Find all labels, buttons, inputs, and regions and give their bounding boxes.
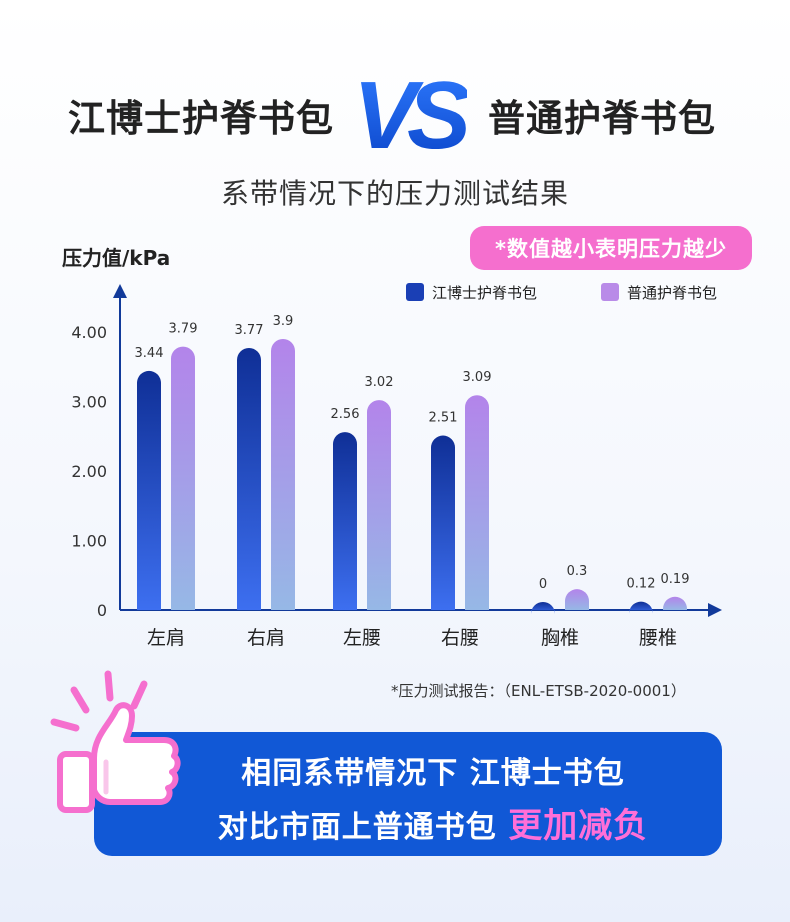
bar-series1 (431, 435, 455, 610)
left-brand-title: 江博士护脊书包 (68, 97, 334, 140)
legend-item-series2: 普通护脊书包 (601, 282, 717, 302)
banner-line2-text: 对比市面上普通书包 (217, 810, 497, 845)
y-axis-label: 压力值/kPa (62, 246, 171, 270)
data-label: 0.19 (661, 572, 690, 587)
data-label: 3.79 (169, 322, 198, 337)
chart-subtitle: 系带情况下的压力测试结果 (220, 177, 569, 210)
y-tick-label: 0 (97, 601, 107, 620)
y-tick-label: 4.00 (71, 323, 107, 342)
x-category-label: 腰椎 (639, 627, 677, 649)
bar-series2 (271, 338, 295, 610)
data-label: 0 (539, 577, 547, 592)
data-label: 3.02 (365, 375, 394, 390)
right-brand-title: 普通护脊书包 (488, 97, 716, 140)
data-label: 3.09 (463, 370, 492, 385)
x-axis-arrow (708, 603, 722, 617)
report-reference: *压力测试报告：（ENL-ETSB-2020-0001） (391, 682, 686, 700)
header: 江博士护脊书包 VS 普通护脊书包 (0, 62, 790, 172)
y-tick-label: 3.00 (71, 393, 107, 412)
bar-series2 (367, 400, 392, 610)
data-label: 2.51 (429, 411, 458, 426)
legend-swatch-series2 (601, 283, 619, 301)
x-category-label: 左肩 (147, 627, 185, 649)
y-tick-label: 2.00 (71, 462, 107, 481)
x-category-label: 右腰 (441, 627, 479, 649)
data-label: 2.56 (331, 407, 360, 422)
data-label: 3.77 (235, 323, 264, 338)
bar-series2 (663, 596, 687, 610)
y-axis-arrow (113, 284, 127, 298)
thumbs-up-icon (50, 670, 181, 813)
bar-series1 (333, 432, 357, 610)
bar-series1 (137, 370, 161, 610)
conclusion-banner: 相同系带情况下 江博士书包 对比市面上普通书包 更加减负 (94, 732, 722, 856)
x-category-label: 右肩 (247, 627, 285, 649)
note-badge: *数值越小表明压力越少 (470, 226, 752, 270)
legend-item-series1: 江博士护脊书包 (406, 282, 537, 302)
y-tick-label: 1.00 (71, 532, 107, 551)
bar-chart: 0 1.00 2.00 3.00 4.00 3.44 3.77 2.56 2.51 0 0.12 3.… (71, 284, 722, 649)
x-category-label: 胸椎 (541, 627, 579, 649)
bar-series1 (629, 601, 653, 614)
bar-series2 (565, 589, 589, 610)
bar-series2 (171, 346, 195, 610)
data-label: 3.44 (135, 346, 164, 361)
x-category-label: 左腰 (343, 627, 381, 649)
bar-series2 (465, 395, 489, 610)
vs-text: VS (357, 62, 467, 162)
legend-label-series2: 普通护脊书包 (627, 283, 718, 302)
bar-series1 (531, 602, 555, 614)
banner-line1: 相同系带情况下 江博士书包 (241, 756, 625, 791)
bar-series1 (237, 347, 261, 610)
data-label: 0.12 (627, 577, 656, 592)
banner-highlight: 更加减负 (508, 806, 649, 846)
note-text: *数值越小表明压力越少 (495, 237, 727, 261)
legend-swatch-series1 (406, 283, 424, 301)
banner-line2: 对比市面上普通书包 更加减负 (94, 798, 722, 847)
legend-label-series1: 江博士护脊书包 (432, 283, 538, 302)
data-label: 3.9 (273, 314, 294, 329)
vs-logo: VS (357, 62, 467, 162)
data-label: 0.3 (567, 564, 588, 579)
